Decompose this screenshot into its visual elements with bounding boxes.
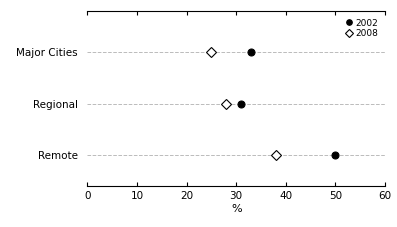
Legend: 2002, 2008: 2002, 2008	[342, 16, 381, 41]
X-axis label: %: %	[231, 204, 241, 214]
